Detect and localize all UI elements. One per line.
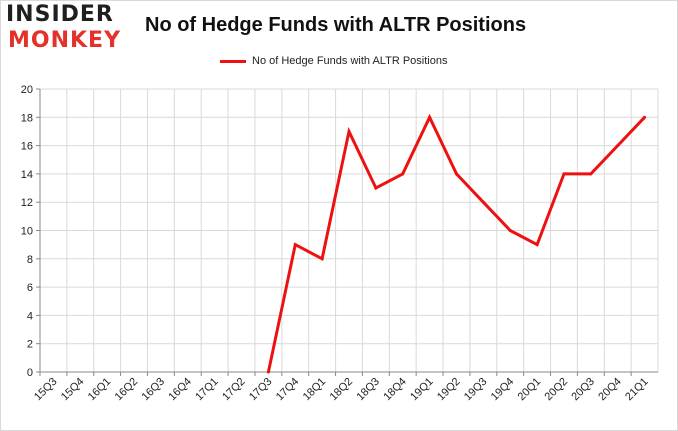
x-tick-label: 18Q4	[381, 376, 409, 404]
x-tick-label: 20Q2	[543, 376, 571, 404]
logo-line-2: MONKEY	[8, 28, 122, 53]
x-tick-label: 20Q1	[516, 376, 544, 404]
data-point	[508, 229, 512, 232]
x-tick-label: 19Q1	[408, 376, 436, 404]
y-tick-label: 0	[27, 367, 33, 379]
legend-swatch	[220, 59, 246, 63]
logo-line-1: INSIDER	[6, 2, 114, 27]
x-tick-label: 16Q2	[113, 376, 141, 404]
y-tick-label: 8	[27, 254, 33, 266]
y-tick-label: 6	[27, 282, 33, 294]
data-point	[562, 172, 566, 176]
y-tick-label: 16	[21, 141, 33, 153]
data-point	[643, 115, 647, 119]
x-tick-label: 18Q2	[328, 376, 356, 404]
legend-label: No of Hedge Funds with ALTR Positions	[252, 55, 448, 67]
x-tick-label: 15Q3	[32, 376, 60, 404]
x-tick-label: 20Q3	[569, 376, 597, 404]
data-point	[616, 144, 620, 148]
x-tick-label: 21Q1	[623, 376, 651, 404]
y-tick-label: 2	[27, 339, 33, 351]
data-point	[293, 243, 297, 247]
x-tick-label: 16Q1	[86, 376, 114, 404]
x-tick-label: 15Q4	[59, 376, 87, 404]
x-tick-label: 17Q3	[247, 376, 275, 404]
data-point	[535, 243, 539, 247]
data-point	[266, 370, 270, 374]
data-point	[481, 200, 485, 204]
data-point	[374, 186, 378, 190]
y-tick-label: 20	[21, 84, 33, 96]
x-tick-label: 16Q3	[140, 376, 168, 404]
data-point	[454, 172, 458, 176]
y-tick-label: 12	[21, 197, 33, 209]
y-tick-label: 18	[21, 112, 33, 124]
x-tick-label: 17Q4	[274, 376, 302, 404]
x-tick-label: 19Q3	[462, 376, 490, 404]
y-tick-label: 14	[21, 169, 33, 181]
y-tick-label: 4	[27, 310, 33, 322]
insider-monkey-logo: INSIDER MONKEY	[6, 4, 130, 54]
data-point	[347, 129, 351, 133]
data-point	[589, 172, 593, 176]
x-tick-label: 20Q4	[596, 376, 624, 404]
data-point	[401, 172, 405, 176]
data-point	[320, 257, 324, 261]
series-line	[266, 113, 646, 373]
x-tick-label: 17Q1	[193, 376, 221, 404]
x-tick-label: 18Q3	[354, 376, 382, 404]
x-tick-label: 18Q1	[301, 376, 329, 404]
data-point	[428, 115, 432, 119]
x-tick-label: 19Q4	[489, 376, 517, 404]
y-tick-label: 10	[21, 226, 33, 238]
x-tick-label: 17Q2	[220, 376, 248, 404]
x-tick-label: 19Q2	[435, 376, 463, 404]
x-tick-label: 16Q4	[166, 376, 194, 404]
chart-title: No of Hedge Funds with ALTR Positions	[145, 14, 527, 36]
chart-legend: No of Hedge Funds with ALTR Positions	[220, 55, 447, 67]
